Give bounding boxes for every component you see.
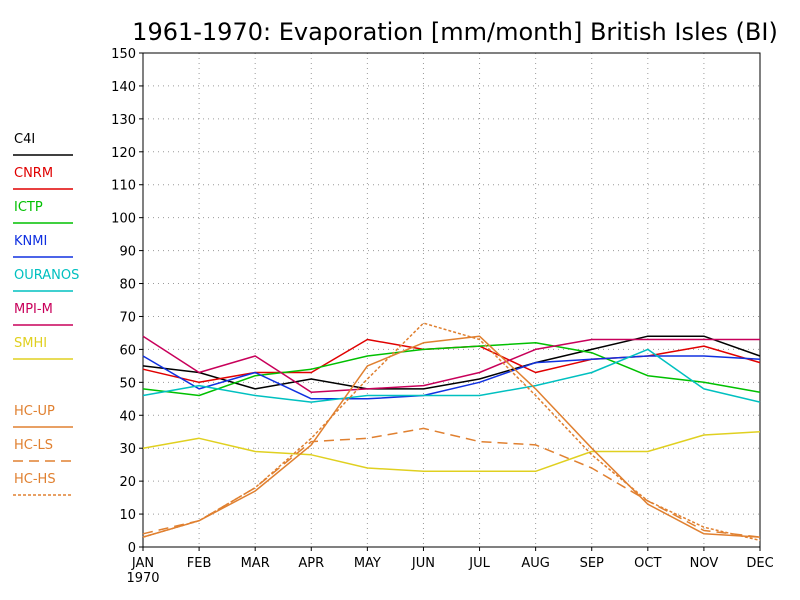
y-tick-label: 80: [119, 278, 136, 293]
legend: C4I CNRM ICTP KNMI OURANOS MPI-M SMHI HC-UP HC-L…: [13, 132, 79, 496]
legend-label-ouranos: OURANOS: [14, 268, 79, 283]
series-line-smhi: [142, 430, 761, 473]
y-tick-label: 90: [119, 245, 136, 260]
plot-frame: [142, 52, 761, 548]
y-tick-label: 140: [111, 80, 136, 95]
x-tick-label: OCT: [634, 556, 661, 571]
y-tick-label: 30: [119, 442, 136, 457]
series-line-ictp: [142, 342, 761, 397]
x-tick-label: DEC: [746, 556, 773, 571]
y-tick-label: 110: [111, 179, 136, 194]
x-tick-label: MAY: [354, 556, 381, 571]
legend-label-hc-hs: HC-HS: [14, 472, 56, 487]
y-tick-label: 100: [111, 212, 136, 227]
x-tick-label: JUL: [468, 556, 490, 571]
series-line-mpi-m: [142, 335, 760, 393]
x-tick-label: MAR: [241, 556, 270, 571]
legend-label-knmi: KNMI: [14, 234, 47, 249]
y-tick-label: 120: [111, 146, 136, 161]
y-tick-label: 10: [119, 508, 136, 523]
legend-label-c4i: C4I: [14, 132, 35, 147]
x-tick-label: FEB: [187, 556, 212, 571]
grid: [143, 53, 760, 547]
x-tick-label: NOV: [690, 556, 719, 571]
x-tick-label: SEP: [580, 556, 604, 571]
legend-label-ictp: ICTP: [14, 200, 43, 215]
series-line-c4i: [142, 335, 761, 390]
y-tick-label: 70: [119, 310, 136, 325]
y-tick-label: 60: [119, 343, 136, 358]
legend-label-cnrm: CNRM: [14, 166, 53, 181]
axes: 0 10 20 30 40 50 60 70 80 90 100 110 120 130 140 150 JAN…: [111, 47, 773, 586]
legend-label-hc-up: HC-UP: [14, 404, 55, 419]
chart-title: 1961-1970: Evaporation [mm/month] Britis…: [132, 18, 778, 46]
y-tick-label: 150: [111, 47, 136, 62]
y-tick-label: 0: [128, 541, 136, 556]
y-tick-label: 130: [111, 113, 136, 128]
x-tick-label: AUG: [521, 556, 549, 571]
y-tick-label: 50: [119, 376, 136, 391]
x-tick-label: JAN: [131, 556, 154, 571]
series-line-hc-ls: [142, 427, 761, 538]
series-line-ouranos: [142, 348, 761, 403]
legend-label-hc-ls: HC-LS: [14, 438, 53, 453]
legend-label-smhi: SMHI: [14, 336, 47, 351]
x-tick-label: APR: [298, 556, 324, 571]
x-year-label: 1970: [126, 571, 159, 586]
y-tick-label: 40: [119, 409, 136, 424]
series-line-hc-hs: [142, 322, 761, 542]
legend-label-mpi-m: MPI-M: [14, 302, 53, 317]
series-line-hc-up: [142, 335, 761, 538]
x-tick-label: JUN: [411, 556, 435, 571]
y-tick-label: 20: [119, 475, 136, 490]
series-line-cnrm: [142, 338, 761, 384]
series-lines: [142, 322, 761, 542]
